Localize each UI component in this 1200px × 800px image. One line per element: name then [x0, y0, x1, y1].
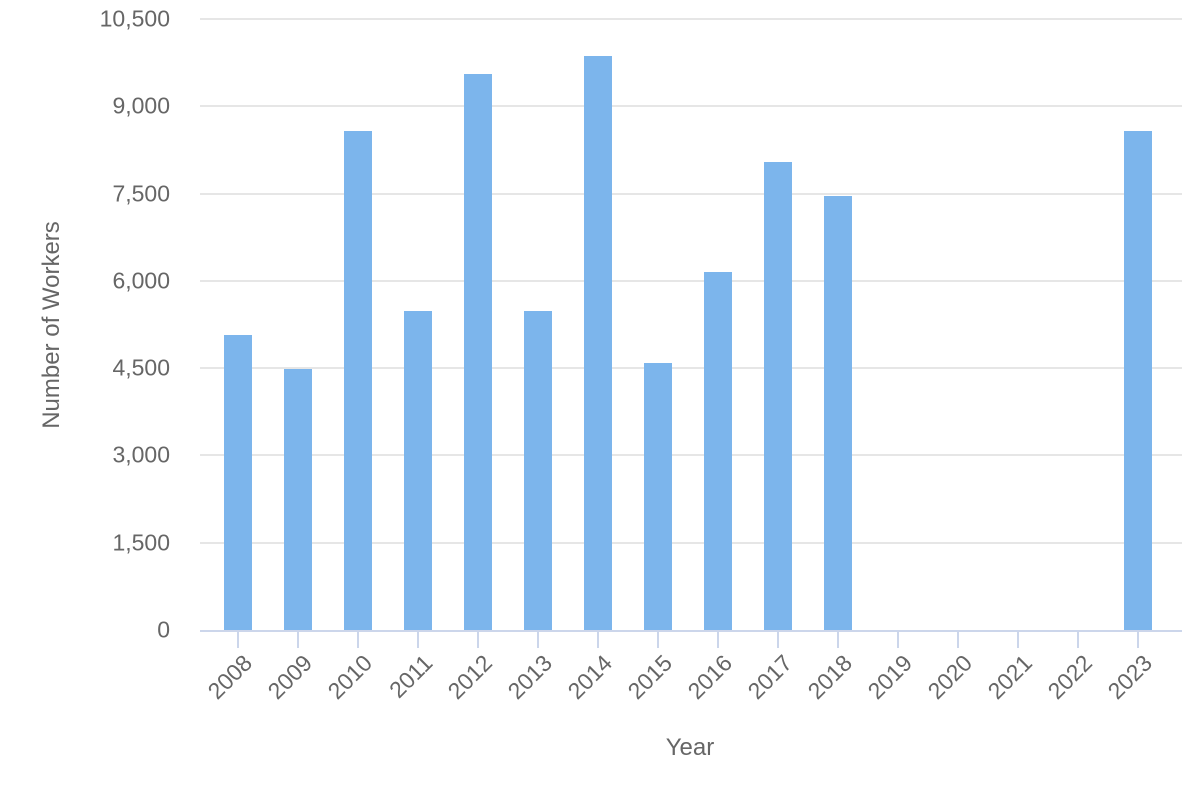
y-axis-title: Number of Workers	[38, 221, 65, 429]
x-tick-label-2008: 2008	[202, 649, 257, 705]
y-tick-label-0: 0	[157, 616, 170, 643]
x-tick-label-2016: 2016	[682, 649, 737, 705]
bar-2023[interactable]	[1124, 131, 1152, 630]
x-tick-label-2009: 2009	[262, 649, 317, 705]
bar-2012[interactable]	[464, 73, 492, 630]
bar-2018[interactable]	[824, 195, 852, 630]
gridline-9000	[200, 105, 1182, 108]
x-tick-label-2022: 2022	[1042, 649, 1097, 705]
x-tick-2021	[1017, 632, 1019, 648]
x-tick-label-2018: 2018	[802, 649, 857, 705]
bar-2011[interactable]	[404, 311, 432, 630]
x-axis-line	[200, 630, 1182, 632]
x-tick-2015	[657, 632, 659, 648]
x-tick-2014	[597, 632, 599, 648]
x-tick-label-2012: 2012	[442, 649, 497, 705]
x-tick-label-2017: 2017	[742, 649, 797, 705]
x-tick-2009	[297, 632, 299, 648]
x-tick-label-2021: 2021	[982, 649, 1037, 705]
x-tick-2018	[837, 632, 839, 648]
x-tick-2008	[237, 632, 239, 648]
gridline-1500	[200, 541, 1182, 544]
y-tick-label-7500: 7,500	[112, 180, 170, 207]
bar-2008[interactable]	[224, 334, 252, 630]
x-tick-2010	[357, 632, 359, 648]
x-tick-label-2015: 2015	[622, 649, 677, 705]
bar-2010[interactable]	[344, 131, 372, 630]
x-tick-label-2020: 2020	[922, 649, 977, 705]
x-tick-2011	[417, 632, 419, 648]
x-tick-2013	[537, 632, 539, 648]
x-axis-title: Year	[665, 734, 715, 761]
x-tick-2019	[897, 632, 899, 648]
x-tick-2012	[477, 632, 479, 648]
x-tick-label-2011: 2011	[383, 649, 437, 703]
x-tick-2017	[777, 632, 779, 648]
y-tick-label-3000: 3,000	[112, 441, 170, 468]
y-tick-label-9000: 9,000	[112, 92, 170, 119]
x-tick-label-2023: 2023	[1102, 649, 1157, 705]
y-tick-label-6000: 6,000	[112, 267, 170, 294]
bar-2014[interactable]	[584, 55, 612, 630]
y-tick-label-10500: 10,500	[99, 5, 170, 32]
plot-area	[200, 18, 1182, 630]
bar-2016[interactable]	[704, 272, 732, 630]
gridline-4500	[200, 367, 1182, 370]
x-tick-2023	[1137, 632, 1139, 648]
gridline-6000	[200, 279, 1182, 282]
x-tick-label-2014: 2014	[562, 649, 617, 705]
bar-2009[interactable]	[284, 369, 312, 630]
x-tick-2022	[1077, 632, 1079, 648]
x-tick-label-2013: 2013	[502, 649, 557, 705]
y-tick-label-1500: 1,500	[112, 529, 170, 556]
y-tick-label-4500: 4,500	[112, 354, 170, 381]
bar-2015[interactable]	[644, 362, 672, 630]
gridline-7500	[200, 192, 1182, 195]
x-tick-label-2019: 2019	[862, 649, 917, 705]
x-tick-label-2010: 2010	[322, 649, 377, 705]
gridline-3000	[200, 454, 1182, 457]
bar-2017[interactable]	[764, 161, 792, 630]
x-tick-2020	[957, 632, 959, 648]
gridline-10500	[200, 18, 1182, 20]
bar-2013[interactable]	[524, 311, 552, 630]
x-tick-2016	[717, 632, 719, 648]
